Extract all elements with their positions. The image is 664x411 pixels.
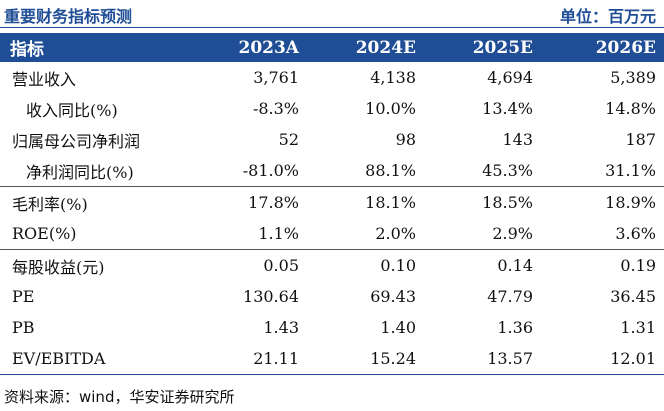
cell: 13.57 (424, 343, 541, 375)
cell: 18.5% (482, 193, 533, 212)
cell: 143 (502, 130, 533, 149)
table-row: EV/EBITDA 21.11 15.24 13.57 12.01 (0, 343, 664, 375)
cell: 130.64 (243, 287, 299, 306)
column-header: 指标 (10, 40, 44, 60)
cell: 12.01 (541, 343, 664, 375)
source-note: 资料来源：wind，华安证券研究所 (4, 388, 235, 406)
cell: 1.31 (620, 318, 656, 337)
cell: 52 (278, 130, 299, 149)
row-label: PE (12, 287, 35, 306)
cell: 98 (395, 130, 416, 149)
row-label: 毛利率(%) (12, 194, 88, 214)
cell: 187 (625, 130, 656, 149)
cell: -81.0% (190, 155, 307, 187)
cell: 45.3% (424, 155, 541, 187)
table-row: 毛利率(%) 17.8% 18.1% 18.5% 18.9% (0, 187, 664, 219)
row-label: EV/EBITDA (0, 343, 190, 375)
unit-label: 单位：百万元 (559, 7, 656, 26)
cell: 21.11 (190, 343, 307, 375)
cell: 10.0% (365, 99, 416, 118)
cell: 18.1% (365, 193, 416, 212)
cell: 36.45 (610, 287, 656, 306)
row-label: 每股收益(元) (12, 257, 105, 277)
cell: 0.10 (380, 256, 416, 275)
cell: 69.43 (370, 287, 416, 306)
cell: 15.24 (307, 343, 424, 375)
table-row: 每股收益(元) 0.05 0.10 0.14 0.19 (0, 250, 664, 282)
title-divider (0, 27, 664, 28)
cell: 1.36 (497, 318, 533, 337)
cell: 2.9% (424, 218, 541, 250)
cell: 13.4% (482, 99, 533, 118)
cell: 2.0% (307, 218, 424, 250)
row-label: 营业收入 (12, 69, 77, 89)
row-label: ROE(%) (0, 218, 190, 250)
table-row: 净利润同比(%) -81.0% 88.1% 45.3% 31.1% (0, 155, 664, 187)
cell: 4,138 (370, 68, 416, 87)
table-row: 营业收入 3,761 4,138 4,694 5,389 (0, 62, 664, 93)
cell: 0.05 (263, 256, 299, 275)
row-label: 归属母公司净利润 (12, 131, 141, 151)
table-header-row: 指标 2023A 2024E 2025E 2026E (0, 33, 664, 62)
table-row: PB 1.43 1.40 1.36 1.31 (0, 312, 664, 343)
column-header: 2026E (595, 37, 656, 58)
cell: 3.6% (541, 218, 664, 250)
cell: 4,694 (487, 68, 533, 87)
cell: 14.8% (605, 99, 656, 118)
cell: 5,389 (610, 68, 656, 87)
cell: 3,761 (253, 68, 299, 87)
cell: 88.1% (307, 155, 424, 187)
cell: 1.1% (190, 218, 307, 250)
column-header: 2023A (238, 37, 299, 58)
column-header: 2024E (355, 37, 416, 58)
financial-forecast-table: 指标 2023A 2024E 2025E 2026E 营业收入 3,761 4,… (0, 33, 664, 375)
row-label: 净利润同比(%) (0, 155, 190, 187)
cell: 47.79 (487, 287, 533, 306)
column-header: 2025E (472, 37, 533, 58)
table-row: ROE(%) 1.1% 2.0% 2.9% 3.6% (0, 218, 664, 250)
table-title: 重要财务指标预测 (4, 7, 133, 26)
cell: -8.3% (252, 99, 299, 118)
table-row: 收入同比(%) -8.3% 10.0% 13.4% 14.8% (0, 93, 664, 124)
row-label: PB (12, 318, 35, 337)
title-bar: 重要财务指标预测 单位：百万元 (0, 0, 664, 26)
table-row: PE 130.64 69.43 47.79 36.45 (0, 281, 664, 312)
cell: 0.14 (497, 256, 533, 275)
cell: 1.43 (263, 318, 299, 337)
table-row: 归属母公司净利润 52 98 143 187 (0, 124, 664, 155)
cell: 0.19 (620, 256, 656, 275)
cell: 17.8% (248, 193, 299, 212)
cell: 31.1% (541, 155, 664, 187)
cell: 18.9% (605, 193, 656, 212)
cell: 1.40 (380, 318, 416, 337)
row-label: 收入同比(%) (26, 100, 118, 120)
